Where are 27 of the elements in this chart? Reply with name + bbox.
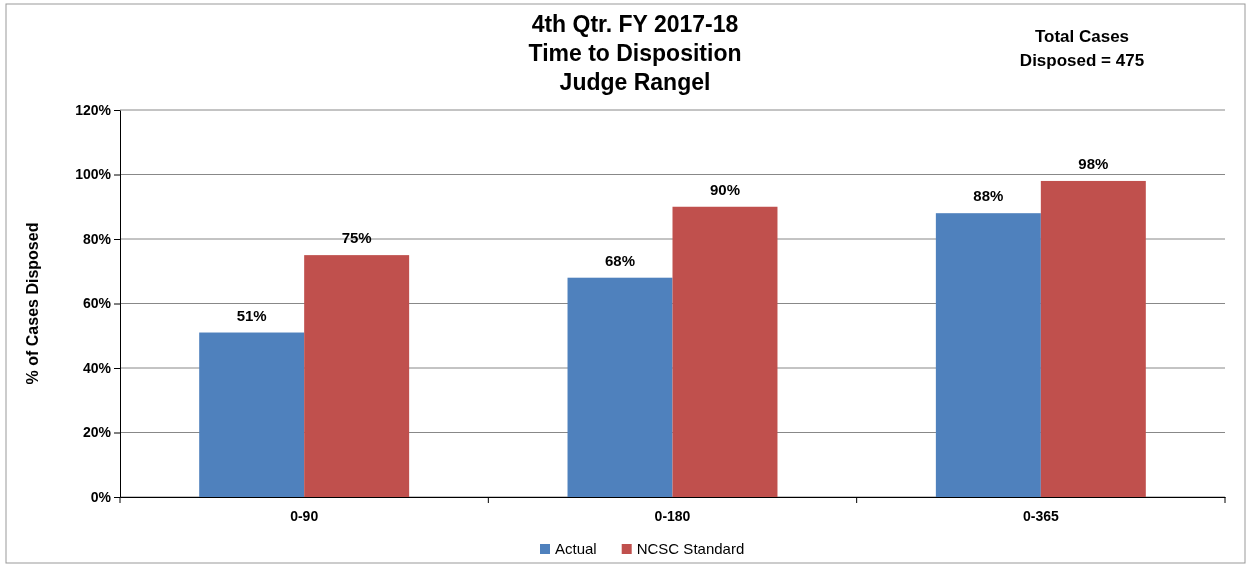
bar bbox=[304, 255, 410, 497]
text: Total Cases Disposed = 475 bbox=[1019, 27, 1145, 70]
y-axis-title: % of Cases Disposed bbox=[24, 222, 41, 385]
bar bbox=[672, 206, 778, 497]
data-label: 90% bbox=[709, 180, 740, 198]
y-tick-label: 40% bbox=[82, 359, 112, 376]
bar bbox=[1040, 180, 1146, 497]
data-label: 88% bbox=[973, 187, 1004, 205]
bar bbox=[935, 213, 1041, 497]
legend-label: NCSC Standard bbox=[636, 540, 745, 557]
data-label: 98% bbox=[1078, 154, 1109, 172]
x-tick-label: 0-365 bbox=[1022, 507, 1059, 524]
data-label: 75% bbox=[341, 229, 372, 247]
y-tick-label: 80% bbox=[82, 230, 112, 247]
y-tick-label: 0% bbox=[90, 488, 112, 505]
y-tick-label: 100% bbox=[75, 166, 112, 183]
y-tick-label: 20% bbox=[82, 424, 112, 441]
y-tick-label: 120% bbox=[75, 101, 112, 118]
legend-label: Actual bbox=[555, 540, 597, 557]
data-label: 68% bbox=[605, 251, 636, 269]
x-tick-label: 0-90 bbox=[290, 507, 319, 524]
chart-title: 4th Qtr. FY 2017-18 Time to Disposition Judge Rangel bbox=[528, 11, 742, 95]
bar bbox=[199, 332, 305, 497]
y-tick-label: 60% bbox=[82, 295, 112, 312]
data-label: 51% bbox=[236, 306, 267, 324]
bar bbox=[567, 277, 673, 497]
x-tick-label: 0-180 bbox=[654, 507, 691, 524]
